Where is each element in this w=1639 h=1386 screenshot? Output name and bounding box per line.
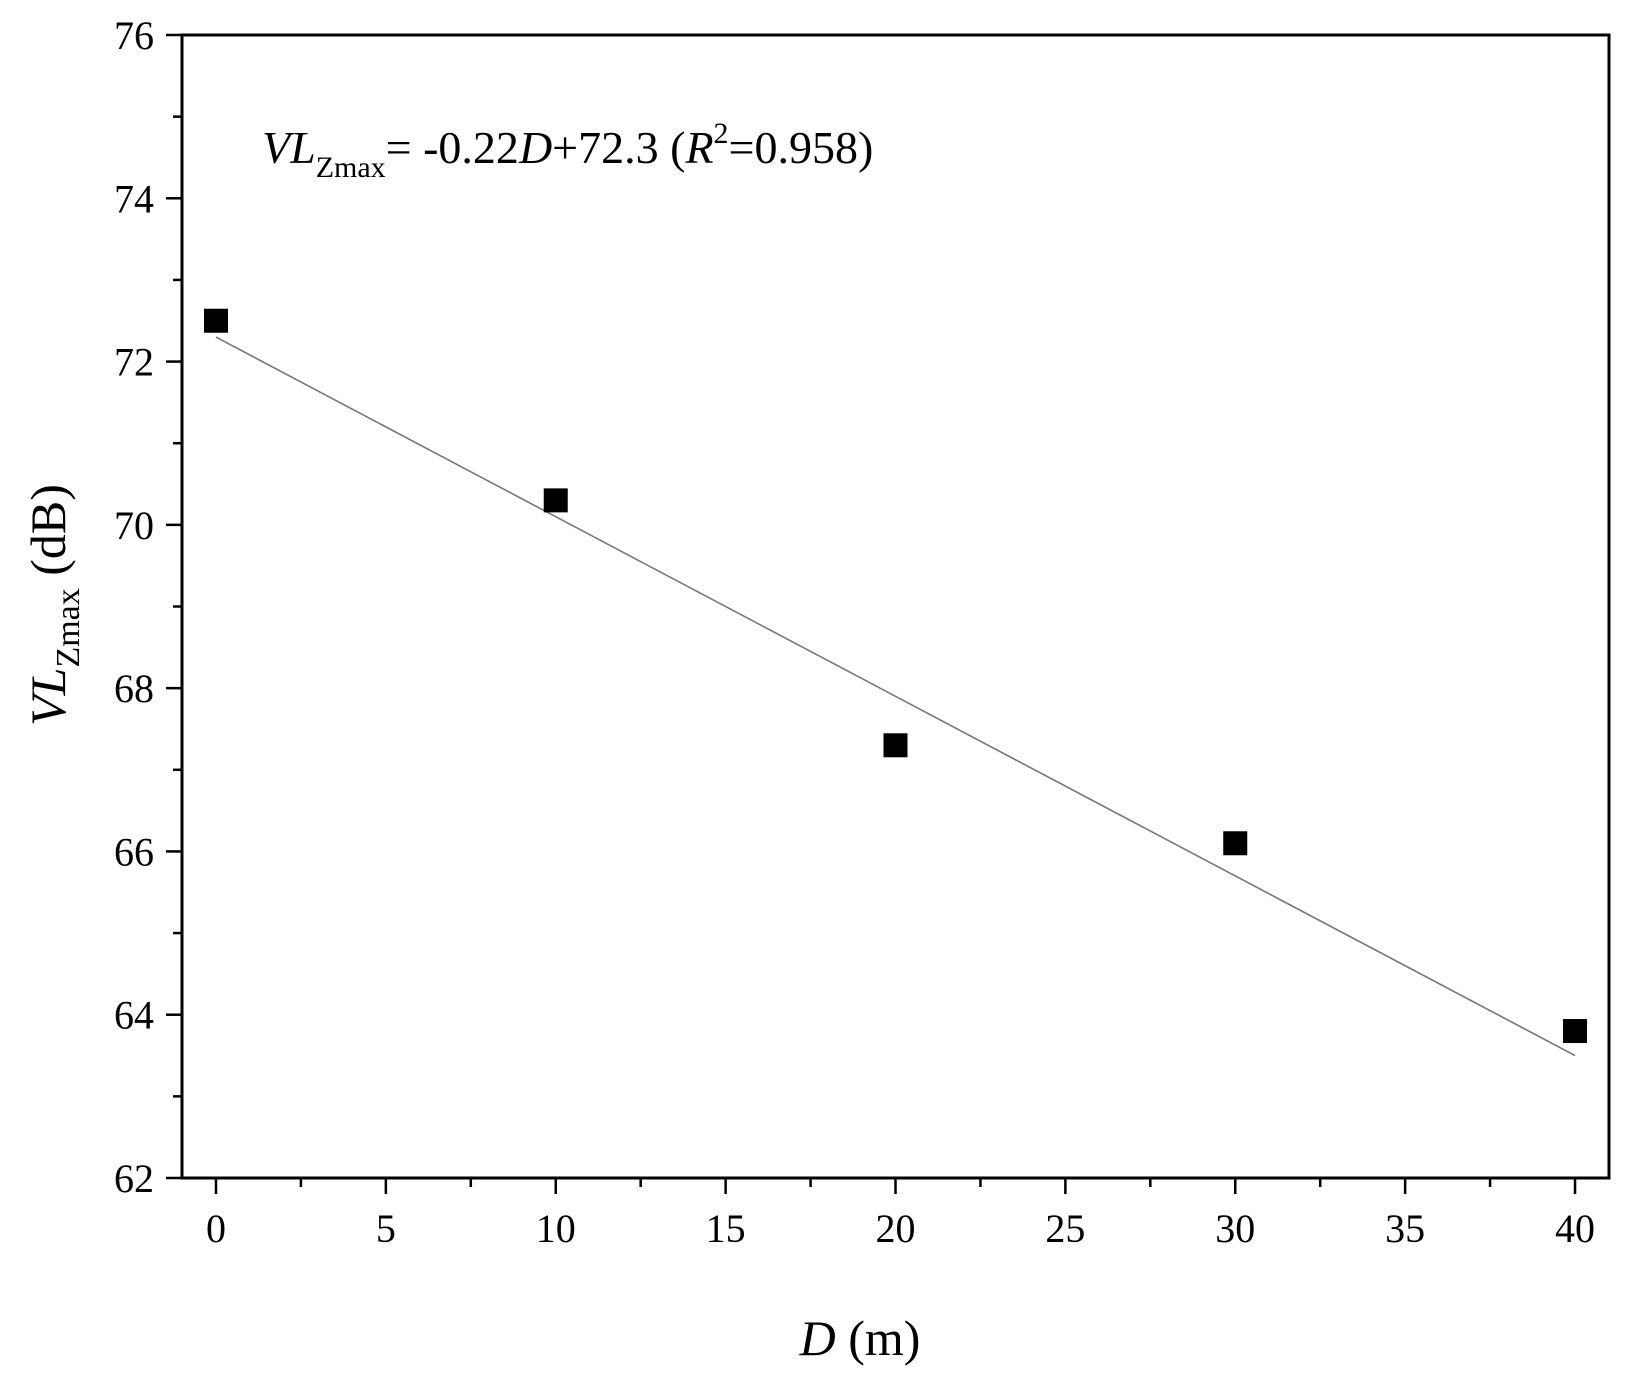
x-tick-label: 5 (376, 1206, 396, 1251)
data-point (1223, 831, 1248, 856)
equation-r2: =0.958) (729, 122, 874, 173)
y-tick-label: 70 (114, 503, 154, 548)
y-tick-label: 62 (114, 1156, 154, 1201)
data-point (203, 308, 228, 333)
equation-superscript: 2 (714, 117, 729, 150)
x-tick-label: 40 (1555, 1206, 1595, 1251)
x-tick-label: 15 (706, 1206, 746, 1251)
x-tick-label: 25 (1045, 1206, 1085, 1251)
data-point (883, 733, 908, 758)
y-tick-label: 66 (114, 829, 154, 874)
equation-v: VL (262, 122, 316, 173)
y-axis-subscript: Zmax (50, 588, 87, 667)
y-tick-label: 74 (114, 176, 154, 221)
equation-slope: = -0.22 (386, 122, 519, 173)
x-tick-label: 35 (1385, 1206, 1425, 1251)
y-tick-label: 64 (114, 993, 154, 1038)
x-tick-label: 10 (536, 1206, 576, 1251)
equation-d: D (518, 122, 552, 173)
regression-equation: VLZmax= -0.22D+72.3 (R2=0.958) (262, 117, 873, 184)
x-axis-var: D (799, 1310, 836, 1366)
data-point (1563, 1019, 1588, 1044)
x-axis-label: D (m) (799, 1310, 921, 1366)
y-axis-var: VL (20, 668, 76, 726)
x-axis-unit: (m) (836, 1310, 921, 1366)
x-tick-label: 30 (1215, 1206, 1255, 1251)
y-tick-label: 68 (114, 666, 154, 711)
equation-intercept: +72.3 ( (552, 122, 685, 173)
y-tick-label: 72 (114, 340, 154, 385)
x-tick-label: 20 (876, 1206, 916, 1251)
plot-frame (180, 33, 1611, 1180)
y-axis-unit: (dB) (20, 484, 76, 588)
y-tick-label: 76 (114, 13, 154, 58)
equation-subscript: Zmax (316, 151, 386, 184)
axis-ticks (166, 33, 1577, 1194)
data-point (543, 488, 568, 513)
tick-labels: 0 5 10 15 20 25 30 35 40 62 64 66 68 70 72 74 76 (114, 13, 1595, 1251)
x-tick-label: 0 (206, 1206, 226, 1251)
data-points (203, 308, 1588, 1044)
equation-r: R (684, 122, 713, 173)
y-axis-label: VLZmax (dB) (20, 484, 87, 726)
fit-line (215, 336, 1576, 1057)
